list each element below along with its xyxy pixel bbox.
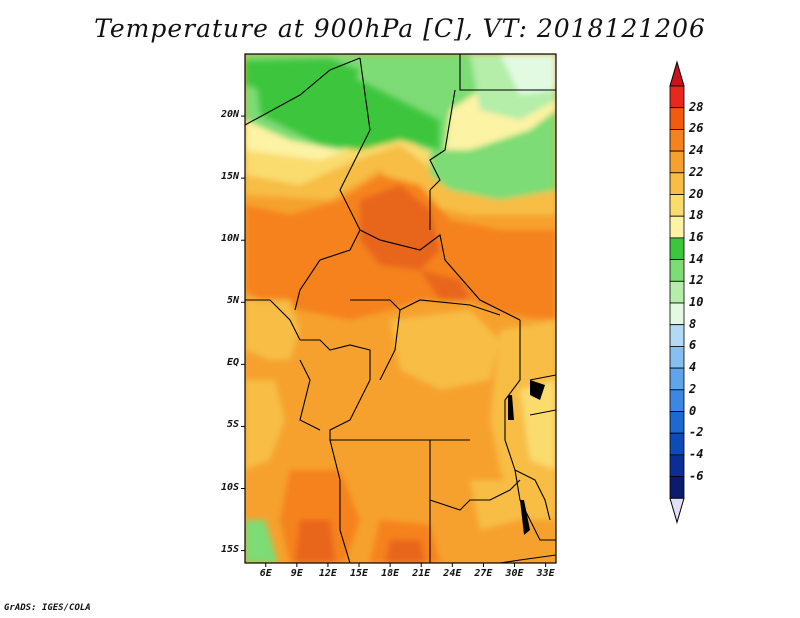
colorbar-label: -2	[689, 425, 704, 440]
lat-label: 5N	[226, 295, 239, 307]
lat-label: EQ	[226, 357, 239, 369]
colorbar-label: 12	[689, 273, 704, 288]
colorbar-label: 18	[689, 208, 704, 223]
colorbar-label: 28	[689, 99, 704, 114]
grads-credit: GrADS: IGES/COLA	[4, 603, 91, 613]
colorbar-swatch	[669, 194, 685, 217]
colorbar-swatch	[669, 128, 685, 152]
colorbar-label: 22	[689, 164, 704, 179]
lat-label: 20N	[220, 109, 239, 121]
lat-ticks	[241, 115, 245, 552]
map-frame	[244, 53, 557, 564]
map-title: Temperature at 900hPa [C], VT: 201812120…	[94, 14, 706, 43]
lon-label: 21E	[412, 568, 431, 579]
colorbar-label: 0	[689, 403, 697, 418]
lon-label: 24E	[443, 568, 462, 579]
colorbar-swatch	[669, 259, 685, 282]
colorbar-swatch	[669, 172, 685, 195]
lat-label: 5S	[226, 419, 239, 431]
colorbar	[669, 60, 685, 525]
country-borders	[245, 54, 556, 563]
colorbar-label: 10	[689, 295, 704, 309]
lakes	[508, 380, 545, 535]
lat-label: 10N	[220, 233, 239, 245]
colorbar-swatch	[669, 280, 685, 304]
colorbar-label: 16	[689, 229, 704, 244]
colorbar-label: -6	[689, 468, 704, 483]
lon-label: 15E	[350, 568, 369, 579]
colorbar-label: 20	[689, 186, 704, 201]
colorbar-swatch	[669, 237, 685, 260]
colorbar-label: 4	[689, 360, 697, 375]
colorbar-swatch	[669, 107, 685, 130]
lat-label: 15N	[220, 171, 239, 183]
colorbar-swatch	[669, 389, 685, 412]
lon-label: 18E	[381, 568, 400, 579]
colorbar-top-arrow	[669, 60, 685, 87]
colorbar-swatch	[669, 85, 685, 109]
colorbar-swatch	[669, 476, 685, 499]
colorbar-swatch	[669, 215, 685, 239]
colorbar-label: 6	[689, 338, 697, 353]
colorbar-swatch	[669, 345, 685, 369]
lon-label: 6E	[259, 568, 272, 579]
lon-ticks	[265, 563, 547, 567]
lon-label: 33E	[536, 568, 555, 579]
colorbar-swatch	[669, 324, 685, 347]
lon-label: 9E	[290, 568, 303, 579]
colorbar-label: 14	[689, 251, 704, 266]
colorbar-label: 24	[689, 143, 704, 158]
colorbar-swatch	[669, 150, 685, 174]
lon-label: 27E	[474, 568, 493, 579]
colorbar-bottom-arrow	[669, 497, 685, 525]
colorbar-label: 26	[689, 121, 704, 136]
colorbar-swatch	[669, 454, 685, 477]
lon-label: 12E	[318, 568, 337, 579]
colorbar-label: -4	[689, 446, 704, 461]
colorbar-swatch	[669, 411, 685, 434]
colorbar-swatch	[669, 367, 685, 391]
colorbar-swatch	[669, 432, 685, 456]
colorbar-label: 8	[689, 316, 697, 331]
lat-label: 10S	[220, 481, 239, 493]
lon-label: 30E	[505, 568, 524, 579]
lat-label: 15S	[220, 543, 239, 555]
colorbar-swatch	[669, 302, 685, 326]
temperature-field	[245, 54, 556, 563]
colorbar-label: 2	[689, 381, 697, 396]
